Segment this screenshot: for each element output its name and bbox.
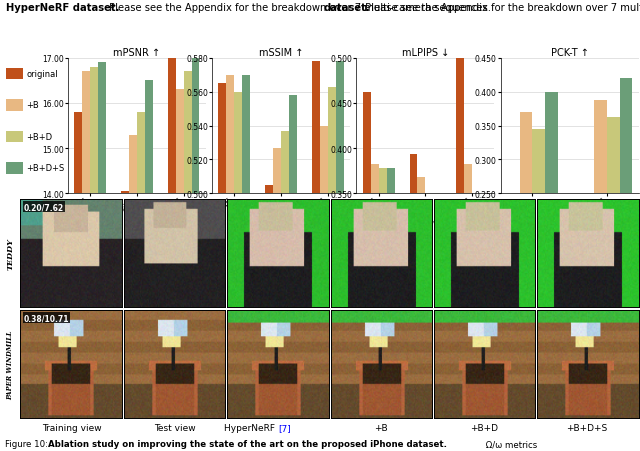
Bar	[168, 59, 175, 451]
Text: Figure 10: Ablation study on improving the state of the art on the proposed iPho: Figure 10: Ablation study on improving t…	[5, 439, 455, 448]
Bar	[6, 69, 23, 80]
Text: [7]: [7]	[278, 423, 291, 433]
Bar	[98, 63, 106, 451]
Text: 0.20/7.62: 0.20/7.62	[24, 202, 63, 212]
Bar	[520, 113, 532, 363]
Text: HyperNeRF dataset.: HyperNeRF dataset.	[6, 3, 120, 13]
Bar	[234, 92, 243, 451]
Bar	[121, 192, 129, 451]
Bar	[281, 131, 289, 451]
Text: TEDDY: TEDDY	[6, 238, 15, 269]
Bar	[456, 59, 464, 451]
Text: HyperNeRF: HyperNeRF	[224, 423, 278, 433]
Text: Training view: Training view	[42, 423, 102, 433]
Bar	[545, 92, 558, 363]
Bar	[129, 135, 137, 451]
Bar	[74, 113, 82, 451]
Bar	[328, 87, 336, 451]
Bar	[426, 205, 433, 451]
Text: Please see the Appendix for the breakdown over 7 multi-camera sequences of compl: Please see the Appendix for the breakdow…	[362, 3, 640, 13]
Bar	[595, 101, 607, 363]
Bar	[227, 75, 234, 451]
Text: +B+D: +B+D	[26, 133, 52, 142]
Bar	[507, 206, 520, 363]
Text: Test view: Test view	[154, 423, 196, 433]
Text: +B+D+S: +B+D+S	[566, 423, 608, 433]
Bar	[480, 239, 488, 451]
Text: Figure 10:: Figure 10:	[5, 439, 51, 448]
Title: mLPIPS ↓: mLPIPS ↓	[402, 48, 449, 58]
Bar	[410, 155, 417, 451]
Bar	[417, 178, 426, 451]
Bar	[184, 72, 191, 451]
Bar	[363, 93, 371, 451]
Text: +B+D+S: +B+D+S	[26, 164, 65, 173]
Text: +B+D: +B+D	[470, 423, 498, 433]
Title: PCK-T ↑: PCK-T ↑	[551, 48, 589, 58]
Title: mSSIM ↑: mSSIM ↑	[259, 48, 303, 58]
Bar	[472, 226, 480, 451]
Bar	[6, 100, 23, 111]
Bar	[312, 62, 320, 451]
Text: Ablation study on improving the state of the art on the proposed iPhone dataset.: Ablation study on improving the state of…	[47, 439, 447, 448]
Bar	[175, 90, 184, 451]
Bar	[379, 169, 387, 451]
Bar	[137, 113, 145, 451]
Bar	[6, 163, 23, 175]
Bar	[387, 169, 395, 451]
Bar	[218, 84, 227, 451]
Bar	[532, 130, 545, 363]
Text: +B: +B	[26, 101, 39, 110]
Bar	[607, 118, 620, 363]
Bar	[464, 165, 472, 451]
Bar	[336, 62, 344, 451]
Bar	[582, 199, 595, 363]
Bar	[289, 96, 297, 451]
Bar	[320, 126, 328, 451]
Bar	[620, 79, 632, 363]
Text: HyperNeRF dataset. Please see the Appendix for the breakdown over 7 multi-camera: HyperNeRF dataset. Please see the Append…	[6, 3, 492, 13]
Title: mPSNR ↑: mPSNR ↑	[113, 48, 161, 58]
Text: +B: +B	[374, 423, 388, 433]
Text: 0.38/10.71: 0.38/10.71	[24, 313, 69, 322]
Bar	[191, 59, 200, 451]
Text: Ω/ω metrics: Ω/ω metrics	[483, 439, 537, 448]
Text: Please see the Appendix for the breakdown over 7 multi-camera sequences.: Please see the Appendix for the breakdow…	[106, 3, 491, 13]
Bar	[6, 131, 23, 143]
Text: dataset.: dataset.	[323, 3, 370, 13]
Text: PAPER WINDMILL: PAPER WINDMILL	[6, 330, 15, 399]
Bar	[433, 214, 442, 451]
Bar	[243, 75, 250, 451]
Bar	[273, 148, 281, 451]
Bar	[371, 165, 379, 451]
Bar	[145, 81, 153, 451]
Bar	[90, 68, 98, 451]
Bar	[82, 72, 90, 451]
Bar	[265, 185, 273, 451]
Text: original: original	[26, 70, 58, 79]
